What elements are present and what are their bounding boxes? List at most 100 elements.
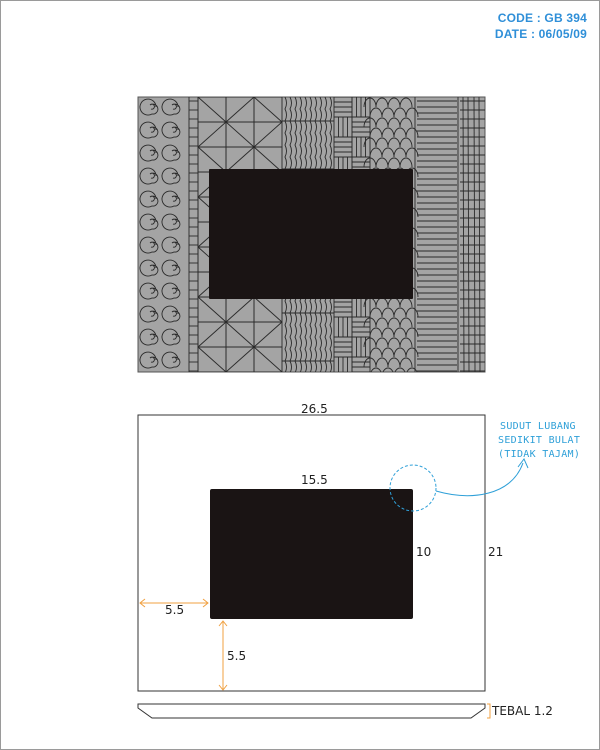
thickness-bracket: [487, 703, 491, 719]
note-line-1: SUDUT LUBANG: [500, 421, 576, 432]
swirl-motif: [139, 351, 159, 369]
tile-diagonal: [225, 321, 255, 348]
scale-motif: [394, 367, 406, 372]
tile-diagonal: [225, 346, 255, 372]
scale-motif: [393, 307, 407, 318]
tile-diagonal: [253, 97, 283, 123]
swirl-motif: [139, 190, 159, 208]
scale-motif: [363, 357, 377, 368]
scale-motif: [399, 117, 413, 128]
swirl-motif: [139, 282, 159, 300]
swirl-motif: [139, 305, 159, 323]
scale-motif: [369, 347, 383, 358]
swirl-motif: [139, 328, 159, 346]
swirl-motif: [139, 121, 159, 139]
scale-motif: [375, 357, 389, 368]
scale-motif: [399, 157, 413, 168]
scale-motif: [363, 117, 377, 128]
scale-motif: [375, 337, 389, 348]
scale-motif: [363, 337, 377, 348]
scale-motif: [393, 127, 407, 138]
grid-pattern: [460, 97, 485, 372]
swirl-motif: [161, 282, 181, 300]
scale-motif: [406, 367, 418, 372]
scale-motif: [393, 107, 407, 118]
note-line-3: (TIDAK TAJAM): [498, 449, 580, 460]
tile-diagonal: [225, 146, 255, 173]
scale-motif: [381, 127, 395, 138]
scale-motif: [375, 157, 389, 168]
scale-motif: [363, 97, 377, 108]
swirl-motif: [139, 213, 159, 231]
scale-motif: [387, 357, 401, 368]
scale-motif: [393, 347, 407, 358]
scale-motif: [399, 137, 413, 148]
scale-motif: [387, 137, 401, 148]
scale-motif: [370, 367, 382, 372]
hole-height-label: 10: [416, 545, 431, 559]
scale-motif: [363, 137, 377, 148]
swirl-motif: [161, 351, 181, 369]
scale-motif: [399, 317, 413, 328]
scale-motif: [399, 97, 413, 108]
callout-leader: [435, 462, 524, 497]
scale-motif: [369, 107, 383, 118]
hole-outline: [210, 489, 413, 619]
scale-motif: [387, 157, 401, 168]
outer-height-label: 21: [488, 545, 503, 559]
tile-diagonal: [197, 121, 227, 148]
swirl-motif: [161, 190, 181, 208]
tile-diagonal: [197, 97, 227, 123]
swirl-motif: [139, 98, 159, 116]
scale-motif: [399, 337, 413, 348]
swirl-motif: [161, 236, 181, 254]
swirl-pattern: [139, 98, 181, 369]
scale-motif: [393, 147, 407, 158]
scale-motif: [369, 327, 383, 338]
tile-diagonal: [253, 121, 283, 148]
callout-arrowhead: [517, 458, 529, 469]
hole-width-label: 15.5: [301, 473, 328, 487]
scale-motif: [369, 127, 383, 138]
scale-motif: [405, 127, 419, 138]
scale-motif: [381, 347, 395, 358]
frame-opening: [209, 169, 413, 299]
dimension-view: 26.5 15.5 10 21 5.5 5.5 SUDUT LUBANG: [137, 402, 580, 719]
tile-diagonal: [225, 97, 255, 123]
scale-motif: [387, 97, 401, 108]
corner-callout-circle: [389, 464, 437, 512]
left-margin-arrow: [139, 598, 209, 608]
swirl-motif: [139, 259, 159, 277]
swirl-motif: [161, 328, 181, 346]
thickness-label: TEBAL 1.2: [491, 704, 553, 718]
patterned-frame-view: [137, 96, 486, 373]
scale-motif: [387, 337, 401, 348]
scale-motif: [382, 367, 394, 372]
outer-width-label: 26.5: [301, 402, 328, 416]
tile-diagonal: [197, 321, 227, 348]
swirl-motif: [161, 167, 181, 185]
thickness-profile: [137, 703, 486, 719]
swirl-motif: [161, 144, 181, 162]
stripe-pattern: [414, 97, 459, 372]
scale-motif: [381, 307, 395, 318]
scale-motif: [381, 327, 395, 338]
swirl-motif: [161, 259, 181, 277]
left-margin-label: 5.5: [165, 603, 184, 617]
note-line-2: SEDIKIT BULAT: [498, 435, 580, 446]
swirl-motif: [139, 167, 159, 185]
scale-motif: [405, 107, 419, 118]
tile-diagonal: [253, 321, 283, 348]
scale-motif: [369, 307, 383, 318]
tile-diagonal: [197, 146, 227, 173]
scale-motif: [369, 147, 383, 158]
tile-diagonal: [225, 121, 255, 148]
bottom-margin-label: 5.5: [227, 649, 246, 663]
scale-motif: [363, 317, 377, 328]
scale-motif: [375, 137, 389, 148]
tile-diagonal: [225, 296, 255, 323]
scale-motif: [363, 157, 377, 168]
swirl-motif: [139, 144, 159, 162]
